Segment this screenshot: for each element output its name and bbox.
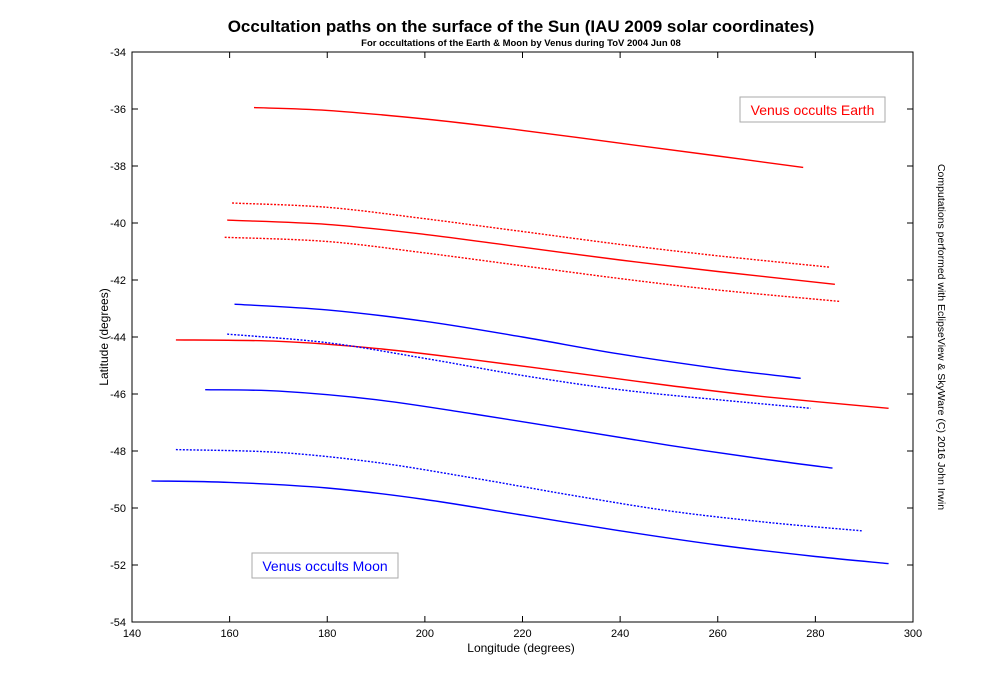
x-tick-label: 220	[513, 628, 531, 640]
legend-box	[739, 96, 886, 123]
occultation-path-2	[232, 202, 831, 268]
annotation-label: Venus occults Earth	[751, 102, 875, 118]
occultation-path-3	[227, 219, 835, 285]
x-tick-label: 280	[806, 628, 824, 640]
x-tick-label: 300	[904, 628, 922, 640]
credit-note: Computations performed with EclipseView …	[935, 164, 947, 510]
legend-box	[251, 552, 399, 579]
x-tick-label: 240	[611, 628, 629, 640]
y-tick-label: -46	[110, 389, 126, 401]
occultation-path-5	[175, 339, 889, 409]
annotation-label: Venus occults Moon	[262, 558, 387, 574]
occultation-path-6	[234, 303, 801, 379]
x-tick-label: 180	[318, 628, 336, 640]
x-tick-label: 260	[709, 628, 727, 640]
occultation-path-10	[151, 480, 889, 565]
y-tick-label: -52	[110, 560, 126, 572]
x-tick-label: 140	[123, 628, 141, 640]
chart-subtitle: For occultations of the Earth & Moon by …	[361, 38, 681, 49]
y-tick-label: -40	[110, 218, 126, 230]
occultation-path-9	[175, 448, 862, 532]
x-tick-label: 200	[416, 628, 434, 640]
y-tick-label: -54	[110, 617, 126, 629]
chart-title: Occultation paths on the surface of the …	[228, 17, 815, 36]
x-axis-label: Longitude (degrees)	[467, 641, 574, 655]
y-tick-label: -34	[110, 47, 126, 59]
plot-area: 140 160 180 200 220 240 260 280 300 -34 -36 -38 -40 -…	[110, 47, 922, 640]
occultation-path-1	[253, 106, 804, 169]
occultation-path-4	[224, 236, 840, 303]
y-axis-label: Latitude (degrees)	[97, 288, 111, 385]
y-tick-label: -38	[110, 161, 126, 173]
y-tick-label: -50	[110, 503, 126, 515]
y-tick-label: -36	[110, 104, 126, 116]
y-tick-label: -48	[110, 446, 126, 458]
y-tick-label: -42	[110, 275, 126, 287]
occultation-path-8	[205, 389, 833, 469]
x-tick-label: 160	[220, 628, 238, 640]
y-tick-label: -44	[110, 332, 126, 344]
occultation-path-7	[227, 333, 811, 409]
